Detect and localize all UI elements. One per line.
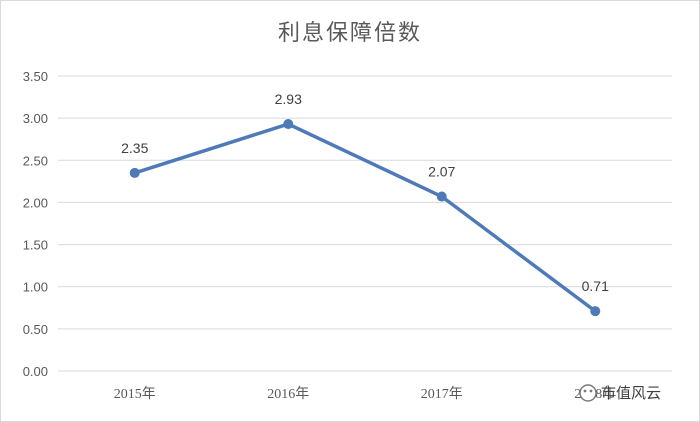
data-point — [436, 191, 447, 202]
wechat-icon-eye-right — [589, 389, 593, 393]
data-label: 2.07 — [428, 164, 455, 180]
x-tick-label: 2016年 — [267, 386, 309, 402]
data-label: 2.93 — [275, 91, 302, 107]
data-point — [590, 306, 601, 317]
x-tick-label: 2015年 — [114, 386, 156, 402]
chart-title: 利息保障倍数 — [278, 21, 422, 46]
series-line — [134, 122, 597, 313]
gridlines — [58, 75, 672, 372]
wechat-icon-eye-left — [583, 389, 587, 393]
y-tick-label: 0.50 — [23, 322, 48, 337]
y-tick-label: 1.50 — [23, 238, 48, 253]
watermark: 市值风云 — [579, 384, 661, 402]
x-tick-label: 2017年 — [421, 386, 463, 402]
data-label: 0.71 — [582, 278, 609, 294]
y-tick-label: 2.50 — [23, 153, 48, 168]
data-point — [283, 119, 294, 130]
y-axis-ticks: 0.00 0.50 1.00 1.50 2.00 2.50 3.00 3.50 — [23, 69, 48, 379]
y-tick-label: 0.00 — [23, 364, 48, 379]
y-tick-label: 2.00 — [23, 195, 48, 210]
wechat-icon — [579, 384, 597, 402]
y-tick-label: 3.00 — [23, 111, 48, 126]
data-point — [129, 167, 140, 178]
data-points — [129, 119, 601, 317]
y-tick-label: 1.00 — [23, 280, 48, 295]
watermark-text: 市值风云 — [601, 384, 661, 402]
data-label: 2.35 — [121, 140, 148, 156]
y-tick-label: 3.50 — [23, 69, 48, 84]
data-labels: 2.35 2.93 2.07 0.71 — [121, 91, 609, 294]
x-axis-ticks: 2015年2016年2017年2018年 — [114, 386, 617, 402]
